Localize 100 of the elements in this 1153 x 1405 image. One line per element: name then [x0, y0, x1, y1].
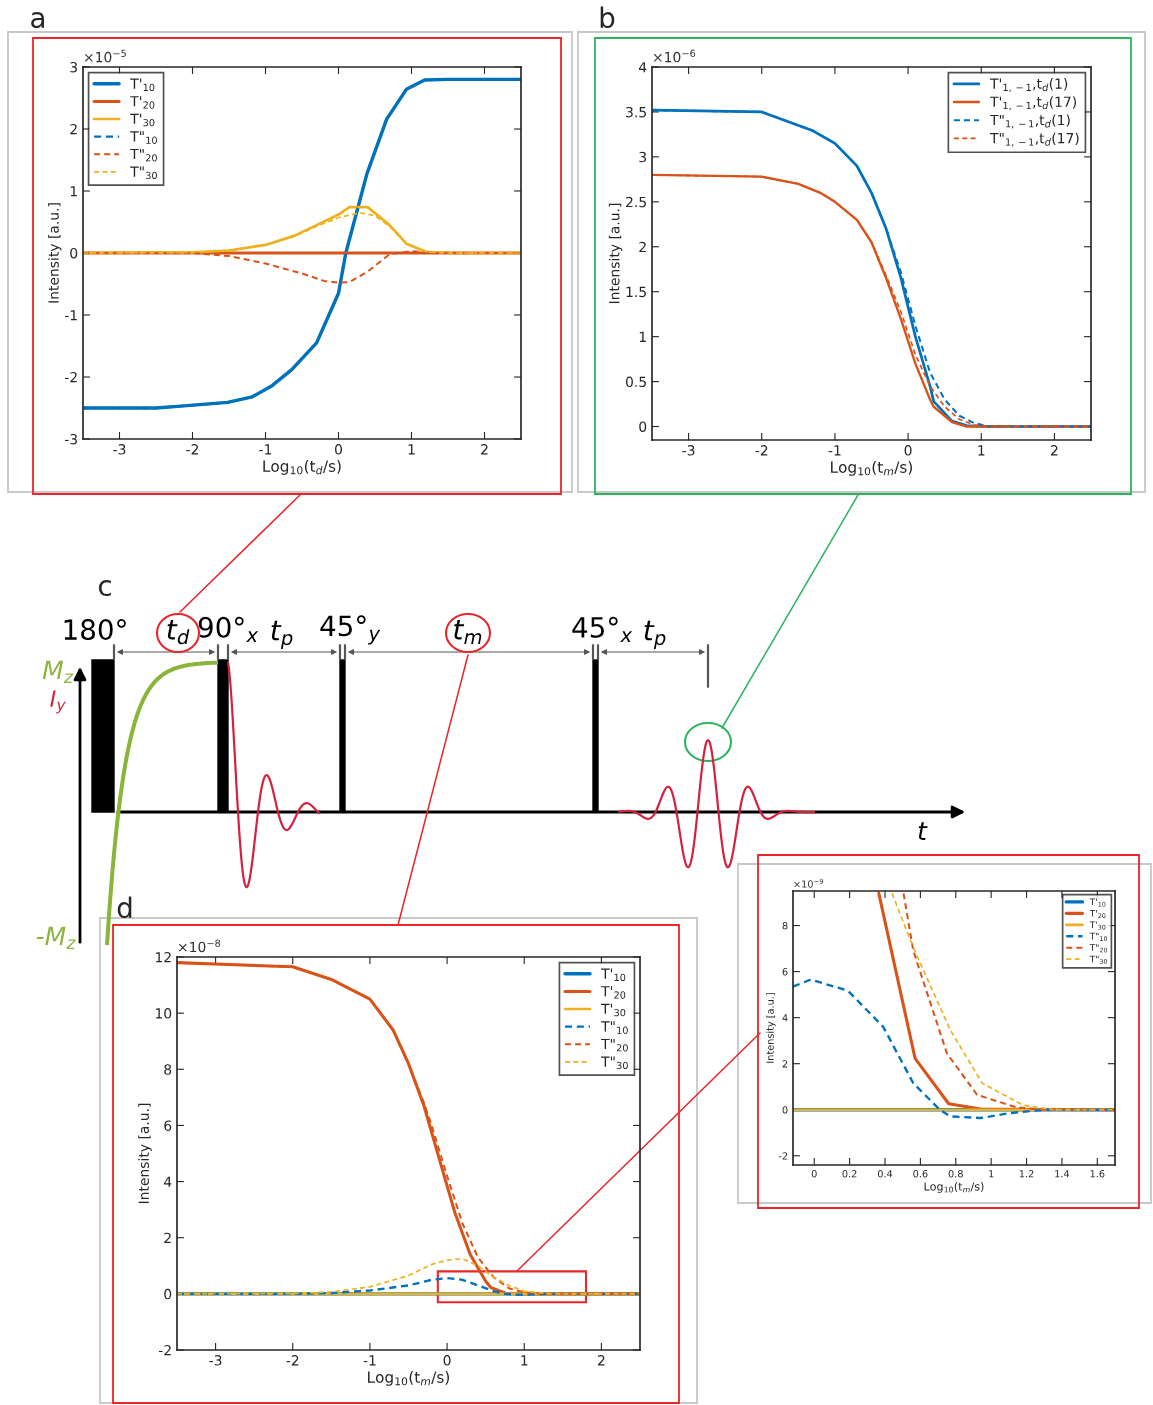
text: ×10$^{−8}$ — [178, 939, 221, 953]
chart-title: d — [117, 896, 132, 919]
y-tick-label: 2 — [782, 1060, 788, 1068]
text: ×10$^{−9}$ — [794, 878, 824, 888]
legend-label: T'$_{20}$ — [1089, 909, 1106, 919]
y-tick-label: 8 — [164, 1064, 172, 1075]
legend-label: T'$_{1,−1}$,t$_{d}$(1) — [989, 78, 1068, 93]
legend-label: T'$_{1,−1}$,t$_{d}$(17) — [989, 96, 1076, 111]
y-tick-label: 3.5 — [626, 106, 646, 118]
text: t$_{p}$ — [644, 620, 666, 649]
x-tick-label: -2 — [186, 444, 199, 455]
legend-label: T'$_{30}$ — [601, 1003, 626, 1017]
x-tick-label: 2 — [598, 1355, 605, 1366]
x-tick-label: -1 — [259, 444, 272, 455]
y-tick-label: 2 — [164, 1232, 171, 1243]
x-tick-label: -2 — [286, 1355, 299, 1366]
y-tick-label: 0.5 — [625, 376, 646, 388]
y-tick-label: 4 — [782, 1014, 788, 1022]
x-tick-label: 0.8 — [948, 1170, 963, 1178]
text: 180° — [64, 619, 126, 641]
x-tick-label: -3 — [113, 444, 126, 455]
y-tick-label: 12 — [155, 951, 171, 963]
legend-label: T"$_{20}$ — [130, 148, 157, 162]
x-tick-label: 1.2 — [1019, 1170, 1034, 1178]
x-tick-label: 1 — [978, 445, 985, 456]
y-tick-label: 4 — [163, 1176, 172, 1187]
x-tick-label: -1 — [828, 445, 841, 456]
y-tick-label: 1 — [70, 186, 77, 197]
y-tick-label: 10 — [155, 1008, 172, 1019]
x-axis-title: Log$_{10}$(t$_{m}$/s) — [368, 1371, 449, 1386]
y-tick-label: 0 — [164, 1288, 172, 1300]
x-axis-title: Log$_{10}$(t$_{d}$/s) — [263, 460, 341, 475]
x-tick-label: 0.4 — [877, 1170, 893, 1178]
text: ×10$^{−6}$ — [653, 49, 696, 63]
chart-title: a — [31, 12, 44, 29]
x-tick-label: 1 — [989, 1170, 994, 1178]
text: c — [98, 580, 111, 597]
x-tick-label: 0 — [811, 1170, 817, 1178]
y-tick-label: -1 — [64, 310, 77, 321]
text: t$_{m}$ — [454, 619, 482, 645]
x-tick-label: 0.2 — [842, 1170, 857, 1178]
y-axis-title: Intensity [a.u.] — [608, 203, 623, 304]
text: t$_{d}$ — [167, 619, 190, 645]
text: -M$_{z}$ — [36, 926, 76, 949]
x-tick-label: 1 — [408, 444, 415, 455]
x-tick-label: -2 — [755, 445, 768, 456]
chart-title: b — [600, 6, 615, 29]
legend-label: T"$_{1,−1}$,t$_{d}$(17) — [989, 132, 1079, 147]
legend-label: T'$_{30}$ — [130, 113, 155, 127]
x-axis-title: Log$_{10}$(t$_{m}$/s) — [831, 461, 912, 476]
y-tick-label: 6 — [782, 968, 788, 976]
y-axis-title: Intensity [a.u.] — [48, 203, 62, 303]
y-tick-label: 0 — [639, 421, 647, 432]
y-tick-label: 6 — [164, 1120, 172, 1131]
legend-label: T"$_{10}$ — [601, 1021, 628, 1034]
legend-label: T"$_{20}$ — [601, 1038, 628, 1052]
legend-label: T"$_{30}$ — [1089, 955, 1108, 964]
y-tick-label: 2.5 — [626, 196, 646, 208]
text: ×10$^{−5}$ — [84, 49, 126, 63]
x-tick-label: -3 — [209, 1355, 222, 1366]
x-tick-label: 0.6 — [913, 1170, 928, 1178]
legend-label: T'$_{10}$ — [601, 968, 626, 982]
y-tick-label: 1 — [639, 331, 646, 342]
x-tick-label: 2 — [1051, 445, 1058, 456]
legend-label: T"$_{30}$ — [130, 166, 157, 180]
y-tick-label: 1.5 — [626, 286, 646, 298]
y-tick-label: -2 — [64, 371, 77, 383]
x-tick-label: 1 — [521, 1355, 528, 1366]
y-tick-label: 8 — [782, 922, 788, 930]
legend-label: T"$_{30}$ — [601, 1056, 628, 1070]
legend-label: T'$_{10}$ — [130, 78, 155, 92]
x-tick-label: -3 — [682, 445, 695, 456]
x-tick-label: 0 — [335, 444, 342, 455]
legend-label: T"$_{1,−1}$,t$_{d}$(1) — [989, 114, 1070, 129]
text: I$_{y}$ — [50, 690, 66, 714]
y-tick-label: 2 — [70, 123, 77, 135]
y-tick-label: 0 — [70, 247, 78, 259]
legend-label: T'$_{30}$ — [1089, 921, 1106, 930]
x-tick-label: 0 — [443, 1355, 451, 1366]
y-tick-label: 0 — [782, 1106, 788, 1114]
y-tick-label: -3 — [64, 433, 78, 445]
y-tick-label: 3 — [639, 151, 647, 163]
y-tick-label: -2 — [158, 1344, 171, 1356]
y-tick-label: -2 — [778, 1152, 788, 1160]
text: M$_{z}$ — [42, 660, 74, 683]
x-tick-label: 0 — [904, 445, 912, 456]
y-axis-title: Intensity [a.u.] — [138, 1103, 152, 1204]
legend-label: T"$_{10}$ — [1089, 932, 1108, 941]
legend-label: T'$_{20}$ — [130, 96, 155, 109]
y-tick-label: 4 — [638, 62, 647, 73]
legend-label: T'$_{20}$ — [601, 986, 626, 999]
text: 45°$_{x}$ — [572, 616, 633, 643]
text: t — [918, 822, 928, 840]
y-tick-label: 2 — [639, 241, 646, 253]
x-tick-label: -1 — [363, 1355, 376, 1366]
y-axis-title: Intensity [a.u.] — [766, 993, 776, 1063]
text: 90°$_{x}$ — [198, 616, 259, 643]
x-axis-title: Log$_{10}$(t$_{m}$/s) — [924, 1182, 984, 1193]
text: 45°$_{y}$ — [320, 615, 381, 645]
y-tick-label: 3 — [70, 61, 78, 73]
